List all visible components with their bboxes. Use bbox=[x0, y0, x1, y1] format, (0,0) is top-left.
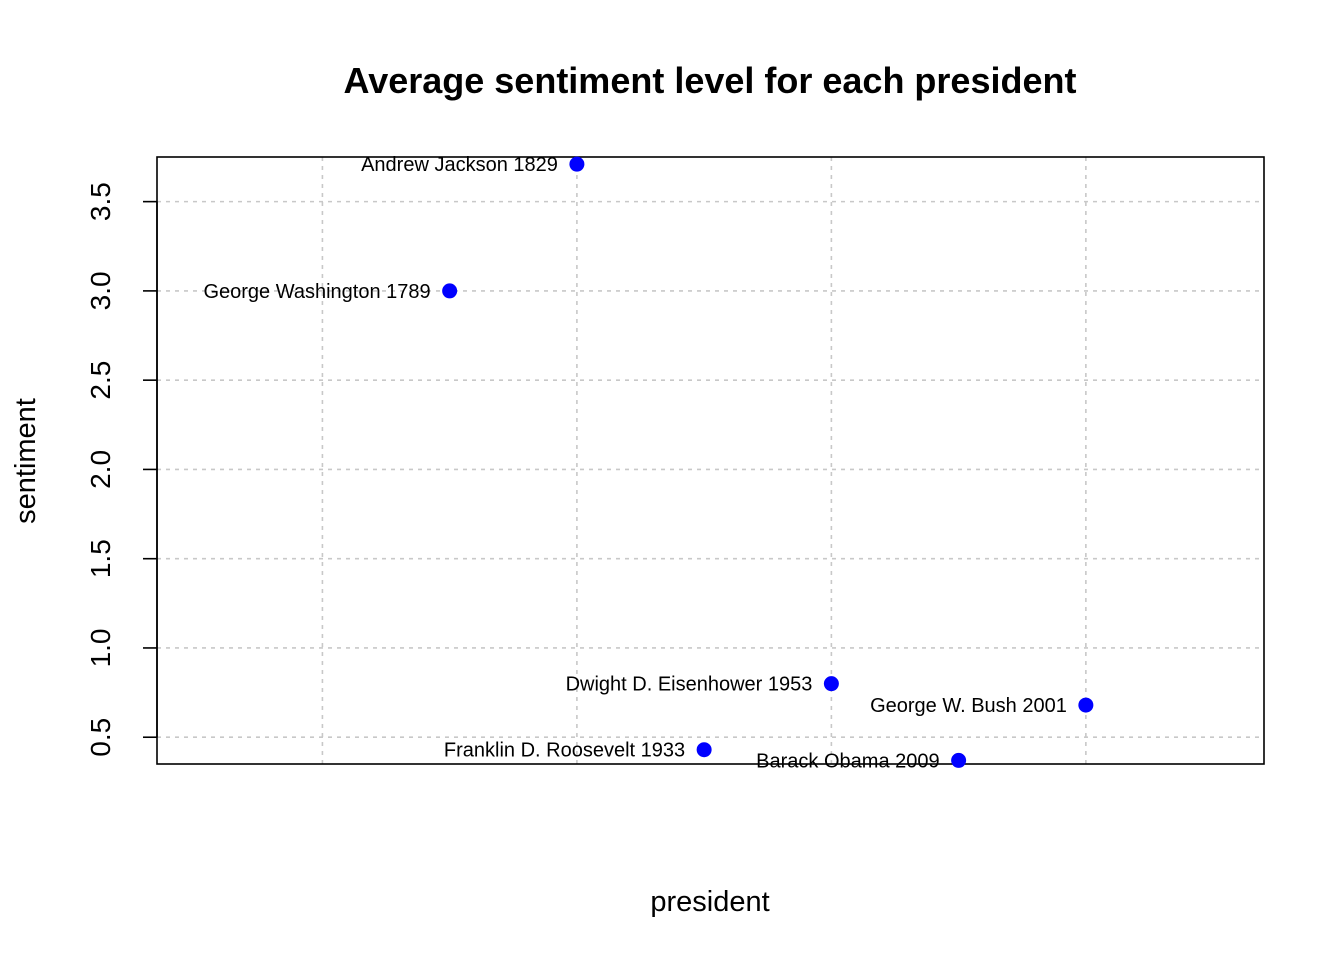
grid-lines bbox=[157, 157, 1264, 764]
y-tick-label-7: 3.5 bbox=[85, 182, 116, 221]
data-point-4 bbox=[823, 676, 839, 692]
y-tick-label-3: 1.5 bbox=[85, 539, 116, 578]
y-tick-label-6: 3.0 bbox=[85, 271, 116, 310]
y-axis: 0.5 1.0 1.5 2.0 2.5 3.0 3.5 bbox=[85, 182, 158, 757]
point-label-1: George Washington 1789 bbox=[203, 281, 430, 303]
point-label-6: George W. Bush 2001 bbox=[870, 695, 1067, 717]
y-tick-label-4: 2.0 bbox=[85, 450, 116, 489]
y-tick-label-2: 1.0 bbox=[85, 628, 116, 667]
data-points: George Washington 1789 Andrew Jackson 182… bbox=[203, 154, 1094, 772]
data-point-3 bbox=[696, 742, 712, 758]
data-point-2 bbox=[569, 156, 585, 172]
chart-title: Average sentiment level for each preside… bbox=[344, 60, 1077, 101]
data-point-5 bbox=[951, 752, 967, 768]
point-label-2: Andrew Jackson 1829 bbox=[361, 154, 558, 176]
point-label-4: Dwight D. Eisenhower 1953 bbox=[566, 674, 813, 696]
y-axis-label: sentiment bbox=[10, 398, 42, 524]
x-axis-label: president bbox=[650, 886, 769, 918]
data-point-6 bbox=[1078, 697, 1094, 713]
y-tick-label-5: 2.5 bbox=[85, 361, 116, 400]
point-label-3: Franklin D. Roosevelt 1933 bbox=[444, 740, 685, 762]
data-point-1 bbox=[442, 283, 458, 299]
point-label-5: Barack Obama 2009 bbox=[756, 750, 939, 772]
y-tick-label-1: 0.5 bbox=[85, 718, 116, 757]
